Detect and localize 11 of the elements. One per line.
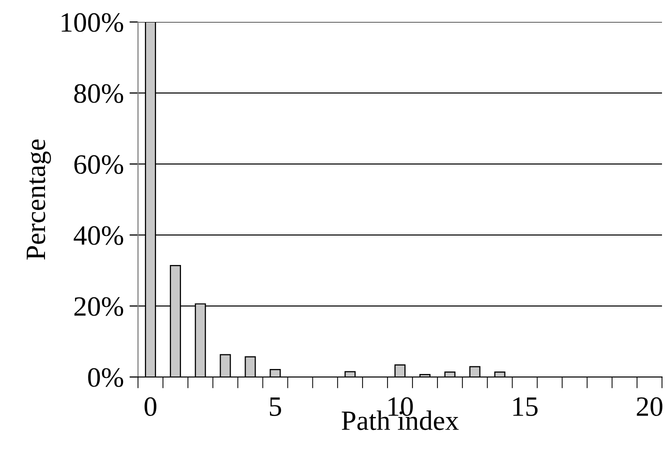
x-tick-label: 15 — [513, 397, 538, 416]
y-tick-label: 40% — [74, 226, 124, 245]
x-tick-label: 20 — [636, 397, 662, 416]
y-tick-label: 60% — [74, 155, 124, 174]
y-axis-title: Percentage — [26, 140, 51, 260]
y-tick-label: 20% — [74, 297, 124, 316]
y-tick-label: 0% — [88, 368, 124, 387]
x-tick-label: 0 — [144, 397, 156, 416]
x-tick-label: 5 — [270, 398, 282, 416]
y-tick-label: 100% — [62, 13, 124, 32]
y-tick-label: 80% — [74, 84, 124, 103]
